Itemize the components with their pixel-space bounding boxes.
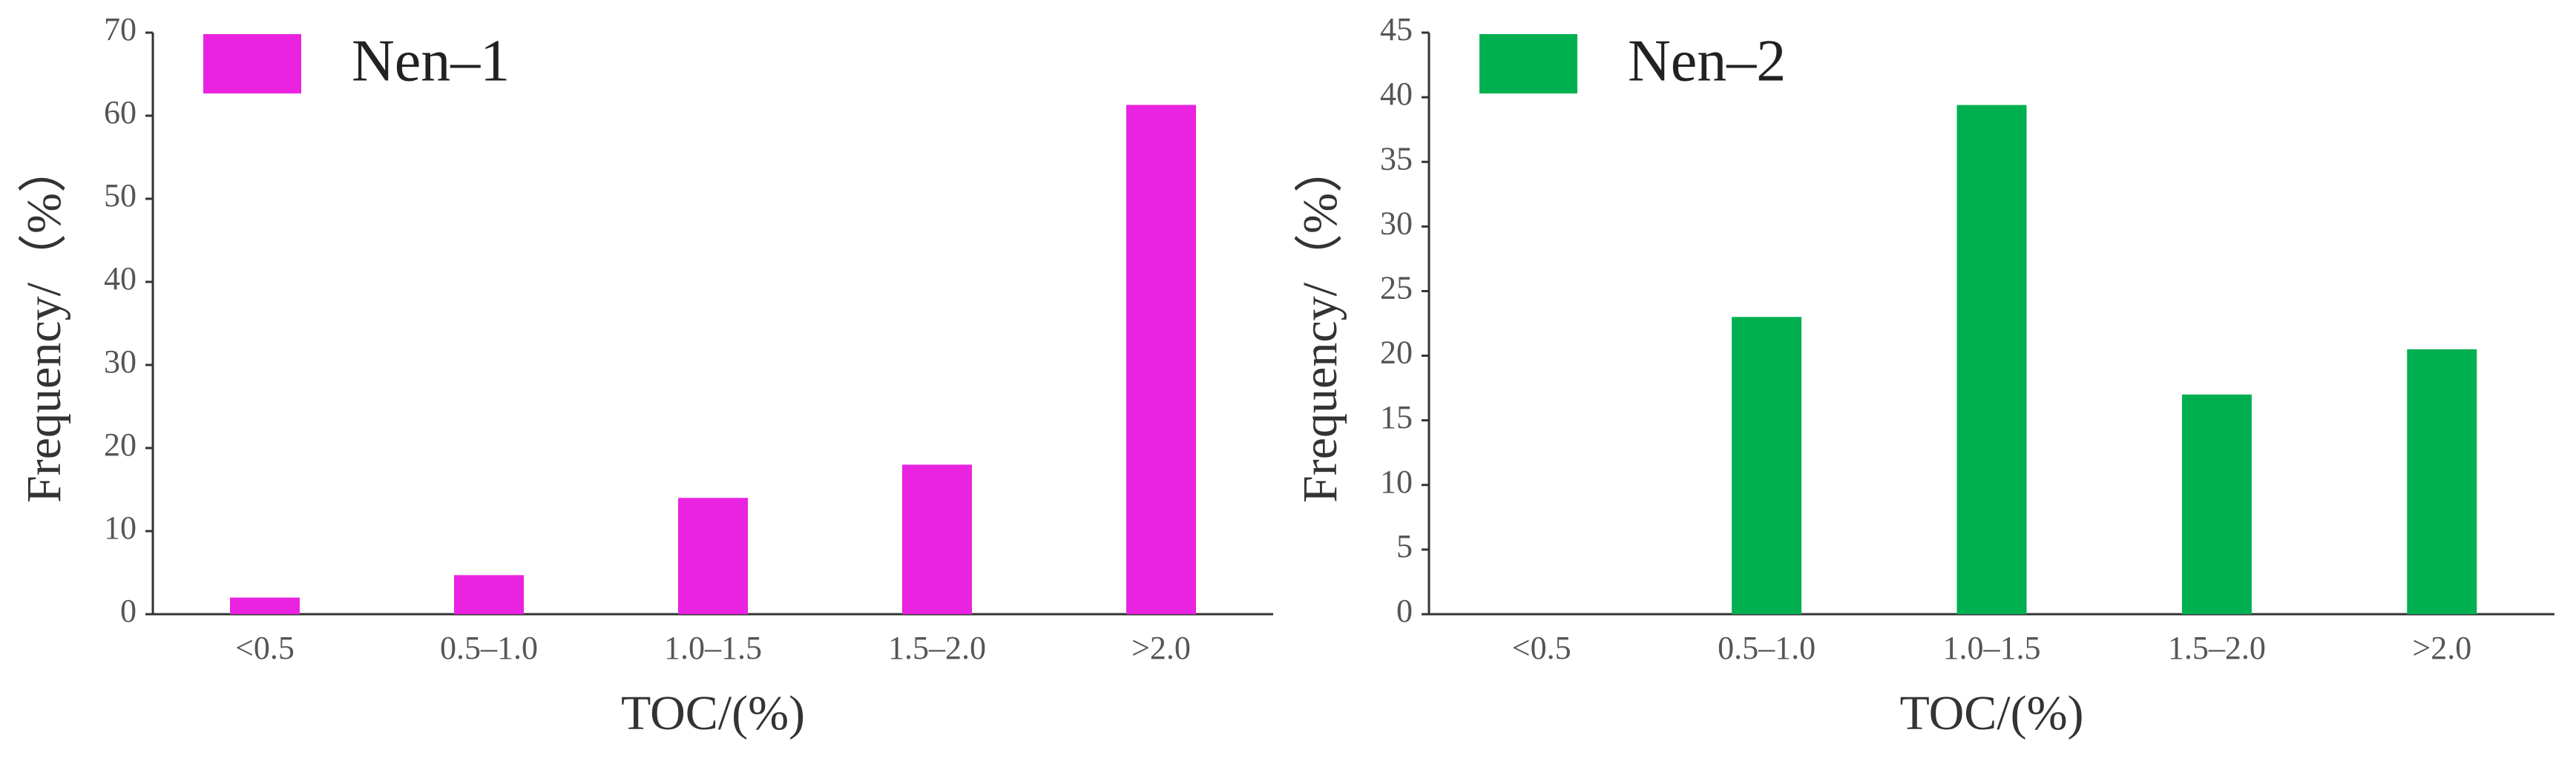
bar xyxy=(454,575,524,614)
y-tick-label: 30 xyxy=(104,343,137,380)
bar xyxy=(2407,349,2477,614)
x-tick-label: 1.5–2.0 xyxy=(888,630,986,666)
y-tick-label: 5 xyxy=(1396,528,1413,564)
legend-swatch xyxy=(1479,34,1577,93)
legend-swatch xyxy=(203,34,301,93)
x-tick-label: 1.0–1.5 xyxy=(1943,630,2041,666)
y-tick-label: 60 xyxy=(104,94,137,131)
y-tick-label: 10 xyxy=(1380,464,1413,500)
x-axis-title: TOC/(%) xyxy=(621,686,805,740)
x-axis-title: TOC/(%) xyxy=(1899,686,2083,740)
y-axis-title: Frequency/（%） xyxy=(1293,144,1347,503)
x-tick-label: >2.0 xyxy=(2412,630,2471,666)
x-tick-label: 1.5–2.0 xyxy=(2168,630,2266,666)
y-tick-label: 20 xyxy=(1380,335,1413,371)
y-axis-title: Frequency/（%） xyxy=(17,144,71,503)
y-tick-label: 40 xyxy=(104,260,137,297)
bar xyxy=(1956,105,2027,614)
x-tick-label: 0.5–1.0 xyxy=(440,630,538,666)
y-tick-label: 45 xyxy=(1380,11,1413,47)
bar xyxy=(2181,394,2252,614)
y-tick-label: 25 xyxy=(1380,270,1413,306)
bar xyxy=(902,464,972,614)
legend-label: Nen–1 xyxy=(352,28,510,93)
bar xyxy=(1126,105,1196,614)
bar xyxy=(678,498,748,614)
x-tick-label: <0.5 xyxy=(1512,630,1571,666)
y-tick-label: 0 xyxy=(1396,593,1413,629)
y-tick-label: 30 xyxy=(1380,205,1413,241)
legend-label: Nen–2 xyxy=(1628,28,1786,93)
x-tick-label: 0.5–1.0 xyxy=(1718,630,1816,666)
y-tick-label: 50 xyxy=(104,177,137,214)
y-tick-label: 15 xyxy=(1380,399,1413,435)
y-tick-label: 0 xyxy=(120,593,137,629)
bar xyxy=(1732,317,1802,614)
y-tick-label: 20 xyxy=(104,427,137,463)
bar xyxy=(230,597,300,614)
x-tick-label: <0.5 xyxy=(235,630,295,666)
y-tick-label: 40 xyxy=(1380,76,1413,112)
x-tick-label: 1.0–1.5 xyxy=(664,630,762,666)
x-tick-label: >2.0 xyxy=(1131,630,1191,666)
y-tick-label: 10 xyxy=(104,510,137,546)
y-tick-label: 35 xyxy=(1380,140,1413,177)
y-tick-label: 70 xyxy=(104,11,137,47)
